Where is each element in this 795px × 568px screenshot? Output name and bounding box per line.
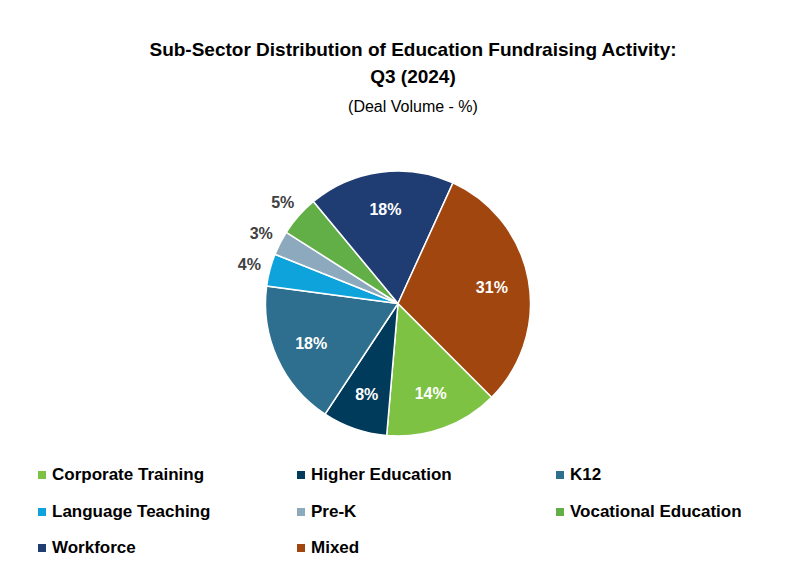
- legend: Corporate Training Higher Education K12 Lan…: [38, 465, 742, 557]
- legend-label: Mixed: [311, 538, 359, 557]
- subtitle: (Deal Volume - %): [348, 98, 478, 115]
- chart: Sub-Sector Distribution of Education Fun…: [0, 0, 795, 568]
- legend-swatch: [556, 471, 564, 479]
- legend-swatch: [38, 508, 46, 516]
- legend-label: Pre-K: [311, 502, 357, 521]
- legend-label: Corporate Training: [52, 465, 204, 484]
- data-label: 8%: [355, 386, 378, 403]
- legend-label: Vocational Education: [570, 502, 742, 521]
- legend-swatch: [38, 544, 46, 552]
- data-label: 18%: [295, 335, 327, 352]
- title: Sub-Sector Distribution of Education Fun…: [149, 39, 676, 87]
- legend-label: K12: [570, 465, 601, 484]
- data-label: 14%: [415, 385, 447, 402]
- legend-label: Language Teaching: [52, 502, 210, 521]
- data-label: 4%: [238, 256, 261, 273]
- pie-slice: [398, 183, 531, 397]
- data-labels: 14% 8% 18% 4% 3% 5% 18% 31%: [238, 194, 508, 403]
- legend-label: Higher Education: [311, 465, 452, 484]
- title-line: Sub-Sector Distribution of Education Fun…: [149, 39, 676, 60]
- data-label: 3%: [250, 225, 273, 242]
- legend-swatch: [38, 471, 46, 479]
- data-label: 18%: [369, 201, 401, 218]
- data-label: 5%: [271, 194, 294, 211]
- legend-label: Workforce: [52, 538, 136, 557]
- legend-swatch: [556, 508, 564, 516]
- title-line: Q3 (2024): [370, 66, 456, 87]
- legend-swatch: [297, 508, 305, 516]
- legend-swatch: [297, 544, 305, 552]
- data-label: 31%: [476, 279, 508, 296]
- slices: [266, 171, 531, 436]
- legend-swatch: [297, 471, 305, 479]
- pie-slice: [266, 286, 398, 414]
